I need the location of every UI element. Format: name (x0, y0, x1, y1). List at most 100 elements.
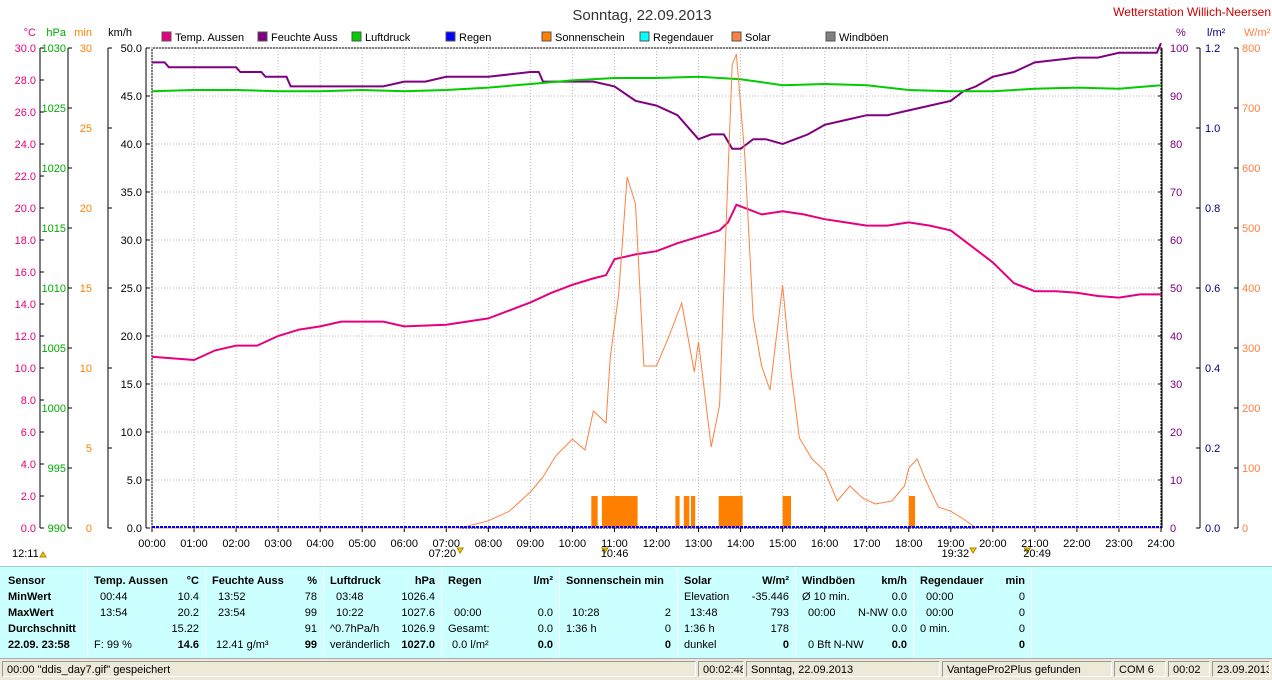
left-axis-label: 50.0 (121, 43, 142, 55)
stats-panel: Sensor MinWert MaxWert Durchschnitt 22.0… (0, 566, 1272, 659)
left-axis-label: 0 (86, 523, 92, 535)
solar-max-value: 793 (770, 607, 789, 619)
sunshine-bar (591, 496, 598, 528)
legend-label: Windböen (839, 32, 889, 44)
humidity-absolute: 12.41 g/m³ (216, 639, 269, 651)
pressure-max-value: 1027.6 (401, 607, 435, 619)
weather-chart: 00:00 01:00 02:00 03:00 04:00 05:00 06:00 07:00… (12, 5, 1271, 560)
left-axis-label: 8.0 (21, 395, 36, 407)
right-axis-label: 400 (1242, 283, 1260, 295)
legend-swatch (257, 31, 268, 42)
status-port: COM 6 (1114, 661, 1166, 677)
left-axis-label: 1010 (42, 283, 66, 295)
temp-unit: °C (186, 575, 199, 587)
pressure-trend: ^0.7hPa/h (330, 623, 380, 635)
time-marker-label: 19:32 (942, 548, 970, 560)
left-axis-label: 14.0 (15, 299, 36, 311)
wind-current-value: 0.0 (891, 639, 907, 651)
rain-total-label: Gesamt: (448, 623, 490, 635)
right-axis-label: 0 (1242, 523, 1248, 535)
raindur-max-value: 0 (1018, 607, 1025, 619)
pressure-min-time: 03:48 (336, 591, 364, 603)
x-tick-label: 21:00 (1021, 538, 1049, 550)
time-marker-label: 20:49 (1023, 548, 1051, 560)
solar-unit: W/m² (762, 575, 789, 587)
right-axis-label: 0.2 (1205, 443, 1220, 455)
stats-col-temp: Temp. Aussen °C 00:44 10.4 13:54 20.2 15.22… (88, 567, 206, 659)
pressure-forecast: veränderlich (330, 639, 390, 651)
right-axis-label: 40 (1170, 331, 1182, 343)
wind-max-value: 0.0 (891, 607, 907, 619)
right-axis-label: 100 (1242, 463, 1260, 475)
x-tick-label: 06:00 (390, 538, 418, 550)
legend-swatch (161, 31, 172, 42)
stats-col-rain: Regen l/m² 00:00 0.0 Gesamt: 0.0 0.0 l/m² 0.… (442, 567, 560, 659)
solar-max-time: 13:48 (690, 607, 718, 619)
stats-col-sensor: Sensor MinWert MaxWert Durchschnitt 22.0… (0, 567, 88, 659)
left-axis-label: 0.0 (21, 523, 36, 535)
x-tick-label: 22:00 (1063, 538, 1091, 550)
right-axis-label: 60 (1170, 235, 1182, 247)
right-axis-label: 20 (1170, 427, 1182, 439)
solar-duration: 1:36 h (684, 623, 715, 635)
legend-label: Temp. Aussen (175, 32, 244, 44)
left-axis-label: 5.0 (127, 475, 142, 487)
temp-min-value: 10.4 (177, 591, 199, 603)
left-axis-label: 20 (80, 203, 92, 215)
legend-swatch (639, 31, 650, 42)
series-line-luftdruck (151, 75, 1162, 93)
legend-swatch (351, 31, 362, 42)
sunshine-bar (675, 496, 680, 528)
status-time: 00:02:48 (698, 661, 744, 677)
right-axis-label: 70 (1170, 187, 1182, 199)
rain-header: Regen (448, 575, 482, 587)
legend-label: Sonnenschein (555, 32, 625, 44)
x-tick-label: 04:00 (306, 538, 334, 550)
stats-col-wind: Windböen km/h Ø 10 min. 0.0 00:00 N-NW 0.0 0… (796, 567, 914, 659)
temp-header: Temp. Aussen (94, 575, 168, 587)
time-marker-icon (456, 547, 465, 554)
x-tick-label: 05:00 (348, 538, 376, 550)
humidity-unit: % (307, 575, 317, 587)
right-axis-label: 100 (1170, 43, 1188, 55)
wind-avg10-value: 0.0 (891, 591, 907, 603)
sunshine-duration: 1:36 h (566, 623, 597, 635)
x-tick-label: 02:00 (222, 538, 250, 550)
x-tick-label: 09:00 (517, 538, 545, 550)
series-line-solar (152, 53, 1161, 529)
status-bar: 00:00 "ddis_day7.gif" gespeichert 00:02:… (0, 658, 1272, 680)
right-axis-label: 1.2 (1205, 43, 1220, 55)
right-axis-label: 0.4 (1205, 363, 1220, 375)
humidity-header: Feuchte Auss (212, 575, 284, 587)
time-marker-label: 10:46 (601, 548, 629, 560)
solar-avg-value: 178 (770, 623, 789, 635)
humidity-min-time: 13:52 (218, 591, 246, 603)
legend-swatch (541, 31, 552, 42)
sunshine-max-value: 2 (664, 607, 671, 619)
right-axis-label: 10 (1170, 475, 1182, 487)
durchschnitt-label: Durchschnitt (8, 623, 76, 635)
left-axis-label: 16.0 (15, 267, 36, 279)
x-tick-label: 18:00 (895, 538, 923, 550)
status-message: 00:00 "ddis_day7.gif" gespeichert (2, 661, 696, 677)
wind-max-time: 00:00 (808, 607, 836, 619)
x-tick-label: 08:00 (475, 538, 503, 550)
chart-svg: 00:00 01:00 02:00 03:00 04:00 05:00 06:00 07:00… (12, 5, 1271, 560)
left-axis-label: 30.0 (121, 235, 142, 247)
right-axis-label: 500 (1242, 223, 1260, 235)
sunshine-current-value: 0 (664, 639, 671, 651)
left-axis-label: 24.0 (15, 139, 36, 151)
right-axis-unit: W/m² (1244, 27, 1271, 39)
temp-avg-value: 15.22 (171, 623, 199, 635)
sunshine-avg-value: 0 (664, 623, 671, 635)
stats-col-sunshine: Sonnenschein min 10:28 2 1:36 h 0 0 (560, 567, 678, 659)
stats-col-pressure: Luftdruck hPa 03:48 1026.4 10:22 1027.6 ^0.… (324, 567, 442, 659)
left-axis-label: 25 (80, 123, 92, 135)
left-axis-label: 1020 (42, 163, 66, 175)
pressure-max-time: 10:22 (336, 607, 364, 619)
left-axis-label: 35.0 (121, 187, 142, 199)
right-axis-label: 0.6 (1205, 283, 1220, 295)
x-tick-label: 14:00 (727, 538, 755, 550)
left-axis-label: 15.0 (121, 379, 142, 391)
series-line-feuchte-auss (152, 42, 1162, 150)
